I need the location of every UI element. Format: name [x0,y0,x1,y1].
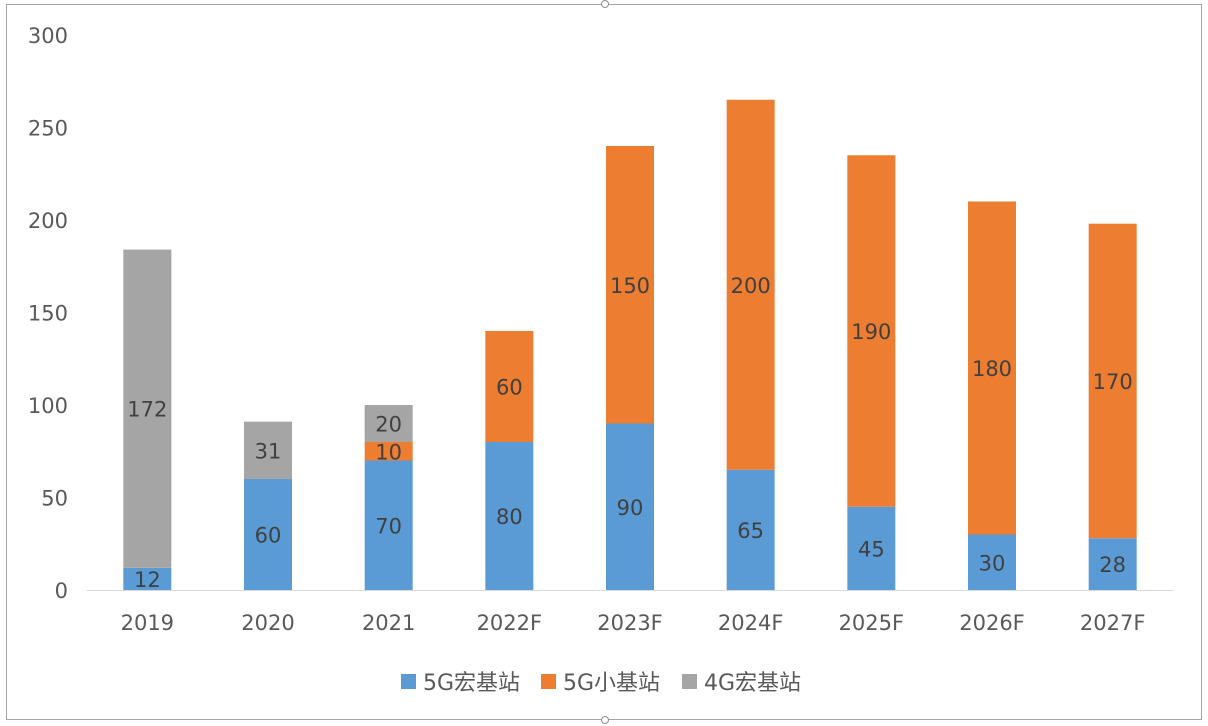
data-label: 30 [979,551,1006,575]
y-tick-label: 0 [55,579,68,603]
bar-segment [244,479,292,590]
y-tick-label: 100 [28,394,68,418]
bar-segment [606,146,654,424]
legend-swatch [401,674,416,689]
bar-segment [968,534,1016,590]
x-tick-label: 2021 [362,611,415,635]
bar-segment [244,421,292,479]
y-tick-label: 300 [28,24,68,48]
resize-handle-bottom[interactable] [601,716,609,724]
legend-label: 5G小基站 [563,671,660,696]
bar-segment [123,249,172,568]
data-label: 172 [127,398,167,422]
bar-segment [1088,223,1137,539]
data-label: 31 [255,439,282,463]
x-axis: 2019 2020 2021 2022F 2023F 2024F 2025F 2026F 202… [121,611,1146,635]
data-label: 180 [972,357,1012,381]
data-label: 10 [375,440,402,464]
bar-segment [364,460,413,590]
bar-segment [726,469,775,590]
data-label: 20 [375,413,402,437]
y-tick-label: 200 [28,209,68,233]
resize-handle-top[interactable] [601,0,609,8]
data-label: 80 [496,505,523,529]
bar-segment [1088,538,1137,590]
y-tick-label: 250 [28,117,68,141]
bar-segment [364,405,413,442]
data-label: 60 [496,376,523,400]
bar-segment [847,506,896,590]
data-label: 12 [134,568,161,592]
bars: 12 172 60 31 70 10 20 80 60 90 150 65 200 45 190 30 180 2… [123,99,1137,592]
data-label: 170 [1093,370,1133,394]
y-axis: 0 50 100 150 200 250 300 [28,24,68,603]
legend-swatch [541,674,556,689]
x-tick-label: 2024F [718,611,784,635]
x-tick-label: 2022F [477,611,543,635]
legend-swatch [682,674,697,689]
data-label: 150 [610,274,650,298]
bar-segment [485,331,534,442]
x-tick-label: 2023F [597,611,663,635]
y-tick-label: 150 [28,302,68,326]
data-label: 45 [858,537,885,561]
x-tick-label: 2027F [1080,611,1146,635]
data-label: 200 [731,274,771,298]
y-tick-label: 50 [41,487,68,511]
x-tick-label: 2019 [121,611,174,635]
bar-segment [364,442,413,461]
data-label: 70 [375,514,402,538]
legend-label: 4G宏基站 [704,671,801,696]
data-label: 90 [617,496,644,520]
bar-segment [847,155,896,507]
legend-label: 5G宏基站 [423,671,520,696]
data-label: 190 [851,320,891,344]
x-tick-label: 2020 [241,611,294,635]
data-label: 65 [737,519,764,543]
bar-segment [123,567,172,590]
bar-segment [726,99,775,470]
x-tick-label: 2025F [839,611,905,635]
data-label: 60 [255,524,282,548]
bar-segment [968,201,1016,535]
bar-segment [606,423,654,590]
data-label: 28 [1099,553,1126,577]
legend: 5G宏基站 5G小基站 4G宏基站 [401,671,801,696]
bar-segment [485,442,534,590]
x-tick-label: 2026F [959,611,1025,635]
